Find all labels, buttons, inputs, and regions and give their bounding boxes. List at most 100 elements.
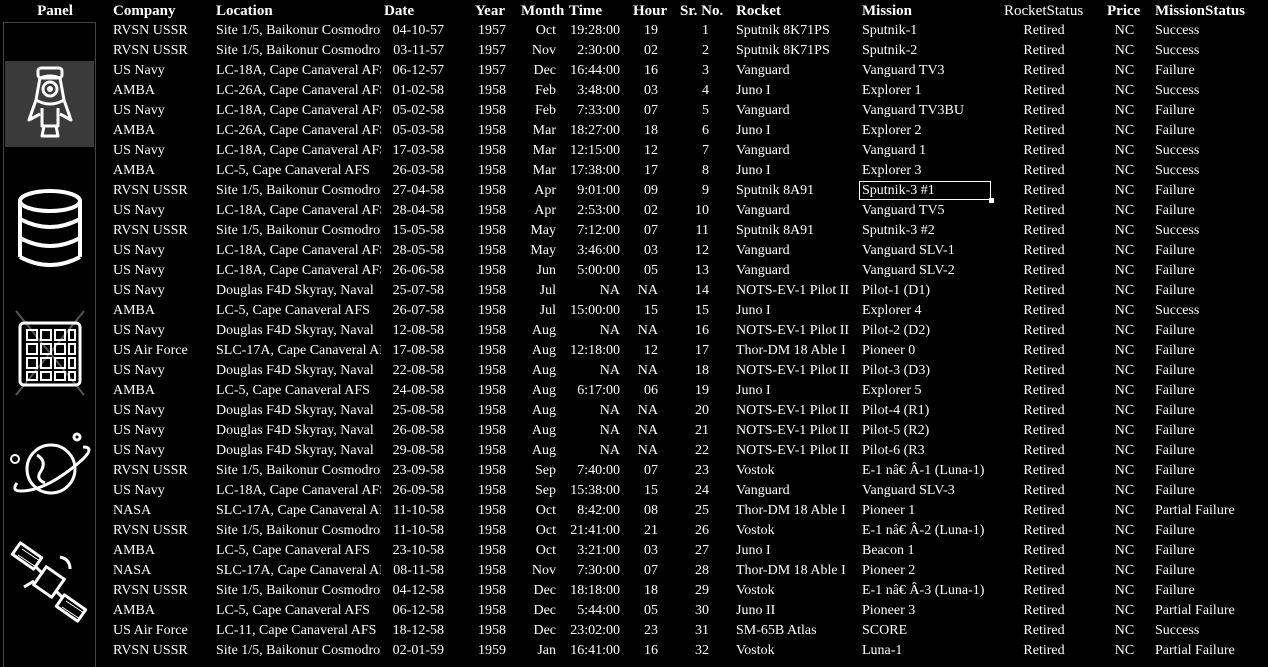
table-row[interactable]: US Navy LC-18A, Cape Canaveral AFS 26-06-5… xyxy=(0,260,1268,280)
cell-month[interactable]: Oct xyxy=(535,23,556,38)
cell-year[interactable]: 1958 xyxy=(478,603,506,618)
cell-location[interactable]: Site 1/5, Baikonur Cosmodrome xyxy=(216,463,381,478)
cell-price[interactable]: NC xyxy=(1114,23,1135,38)
cell-price[interactable]: NC xyxy=(1114,263,1135,278)
cell-price[interactable]: NC xyxy=(1114,303,1135,318)
cell-location[interactable]: LC-18A, Cape Canaveral AFS xyxy=(216,263,381,278)
cell-missionstatus[interactable]: Failure xyxy=(1155,323,1195,338)
cell-mission[interactable]: Vanguard TV5 xyxy=(862,203,945,218)
cell-date[interactable]: 26-08-58 xyxy=(392,423,444,438)
cell-srno[interactable]: 15 xyxy=(695,303,709,318)
cell-time[interactable]: NA xyxy=(599,283,620,298)
cell-month[interactable]: Nov xyxy=(531,563,556,578)
cell-price[interactable]: NC xyxy=(1114,423,1135,438)
cell-year[interactable]: 1958 xyxy=(478,443,506,458)
table-row[interactable]: AMBA LC-5, Cape Canaveral AFS 26-03-58 1958… xyxy=(0,160,1268,180)
cell-price[interactable]: NC xyxy=(1114,203,1135,218)
cell-srno[interactable]: 1 xyxy=(702,23,709,38)
cell-missionstatus[interactable]: Success xyxy=(1155,623,1200,638)
cell-missionstatus[interactable]: Failure xyxy=(1155,483,1195,498)
cell-rocketstatus[interactable]: Retired xyxy=(1023,183,1065,198)
cell-price[interactable]: NC xyxy=(1114,143,1135,158)
cell-location[interactable]: LC-26A, Cape Canaveral AFS xyxy=(216,123,381,138)
cell-missionstatus[interactable]: Failure xyxy=(1155,63,1195,78)
cell-mission[interactable]: Pilot-3 (D3) xyxy=(862,363,931,378)
cell-rocket[interactable]: Juno I xyxy=(736,123,771,138)
cell-company[interactable]: US Navy xyxy=(113,203,165,218)
cell-month[interactable]: Mar xyxy=(532,123,556,138)
cell-price[interactable]: NC xyxy=(1114,583,1135,598)
header-date[interactable]: Date xyxy=(384,3,414,19)
cell-missionstatus[interactable]: Failure xyxy=(1155,583,1195,598)
cell-rocket[interactable]: Vanguard xyxy=(736,263,790,278)
cell-company[interactable]: US Navy xyxy=(113,403,165,418)
cell-rocket[interactable]: Vostok xyxy=(736,523,775,538)
header-location[interactable]: Location xyxy=(216,3,273,19)
cell-location[interactable]: Site 1/5, Baikonur Cosmodrome xyxy=(216,43,381,58)
header-year[interactable]: Year xyxy=(475,3,505,19)
cell-time[interactable]: 9:01:00 xyxy=(577,183,620,198)
cell-price[interactable]: NC xyxy=(1114,543,1135,558)
cell-rocket[interactable]: Juno I xyxy=(736,303,771,318)
cell-month[interactable]: Aug xyxy=(531,423,556,438)
cell-year[interactable]: 1958 xyxy=(478,123,506,138)
cell-location[interactable]: LC-18A, Cape Canaveral AFS xyxy=(216,243,381,258)
cell-year[interactable]: 1958 xyxy=(478,363,506,378)
cell-year[interactable]: 1957 xyxy=(478,63,506,78)
cell-rocket[interactable]: Juno II xyxy=(736,603,776,618)
cell-month[interactable]: Dec xyxy=(533,603,556,618)
cell-date[interactable]: 08-11-58 xyxy=(393,563,444,578)
cell-company[interactable]: RVSN USSR xyxy=(113,223,188,238)
cell-missionstatus[interactable]: Success xyxy=(1155,83,1200,98)
cell-date[interactable]: 17-03-58 xyxy=(392,143,444,158)
table-row[interactable]: US Navy LC-18A, Cape Canaveral AFS 26-09-5… xyxy=(0,480,1268,500)
table-row[interactable]: US Navy LC-18A, Cape Canaveral AFS 06-12-5… xyxy=(0,60,1268,80)
cell-year[interactable]: 1958 xyxy=(478,523,506,538)
database-panel-button[interactable] xyxy=(5,185,94,275)
header-hour[interactable]: Hour xyxy=(633,3,668,19)
cell-time[interactable]: 8:42:00 xyxy=(577,503,620,518)
cell-mission[interactable]: Vanguard SLV-3 xyxy=(862,483,955,498)
cell-hour[interactable]: 07 xyxy=(644,103,658,118)
cell-rocketstatus[interactable]: Retired xyxy=(1023,163,1065,178)
cell-missionstatus[interactable]: Success xyxy=(1155,223,1200,238)
cell-missionstatus[interactable]: Failure xyxy=(1155,123,1195,138)
cell-mission[interactable]: Explorer 1 xyxy=(862,83,922,98)
cell-price[interactable]: NC xyxy=(1114,443,1135,458)
cell-date[interactable]: 12-08-58 xyxy=(392,323,444,338)
table-row[interactable]: US Navy LC-18A, Cape Canaveral AFS 28-05-5… xyxy=(0,240,1268,260)
cell-srno[interactable]: 32 xyxy=(695,643,709,658)
cell-rocket[interactable]: Juno I xyxy=(736,383,771,398)
header-time[interactable]: Time xyxy=(569,3,603,19)
cell-rocketstatus[interactable]: Retired xyxy=(1023,43,1065,58)
cell-missionstatus[interactable]: Partial Failure xyxy=(1155,503,1235,518)
cell-srno[interactable]: 14 xyxy=(695,283,709,298)
cell-mission[interactable]: Beacon 1 xyxy=(862,543,915,558)
cell-date[interactable]: 03-11-57 xyxy=(393,43,444,58)
cell-price[interactable]: NC xyxy=(1114,363,1135,378)
planet-panel-button[interactable] xyxy=(5,425,94,511)
cell-time[interactable]: 15:00:00 xyxy=(570,303,620,318)
cell-company[interactable]: US Navy xyxy=(113,63,165,78)
cell-year[interactable]: 1958 xyxy=(478,283,506,298)
cell-mission[interactable]: SCORE xyxy=(862,623,908,638)
cell-hour[interactable]: NA xyxy=(637,283,658,298)
header-missionstatus[interactable]: MissionStatus xyxy=(1155,3,1246,19)
table-row[interactable]: RVSN USSR Site 1/5, Baikonur Cosmodrome 11… xyxy=(0,520,1268,540)
cell-rocketstatus[interactable]: Retired xyxy=(1023,83,1065,98)
cell-month[interactable]: Aug xyxy=(531,383,556,398)
cell-rocketstatus[interactable]: Retired xyxy=(1023,483,1065,498)
cell-missionstatus[interactable]: Partial Failure xyxy=(1155,603,1235,618)
cell-rocket[interactable]: Vanguard xyxy=(736,483,790,498)
cell-rocket[interactable]: Juno I xyxy=(736,543,771,558)
cell-year[interactable]: 1958 xyxy=(478,623,506,638)
cell-rocketstatus[interactable]: Retired xyxy=(1023,623,1065,638)
table-row[interactable]: RVSN USSR Site 1/5, Baikonur Cosmodrome 04… xyxy=(0,20,1268,40)
cell-year[interactable]: 1958 xyxy=(478,243,506,258)
cell-month[interactable]: Apr xyxy=(534,203,556,218)
cell-srno[interactable]: 4 xyxy=(702,83,709,98)
cell-time[interactable]: 3:48:00 xyxy=(577,83,620,98)
cell-missionstatus[interactable]: Failure xyxy=(1155,523,1195,538)
cell-location[interactable]: LC-5, Cape Canaveral AFS xyxy=(216,303,370,318)
cell-date[interactable]: 18-12-58 xyxy=(392,623,444,638)
